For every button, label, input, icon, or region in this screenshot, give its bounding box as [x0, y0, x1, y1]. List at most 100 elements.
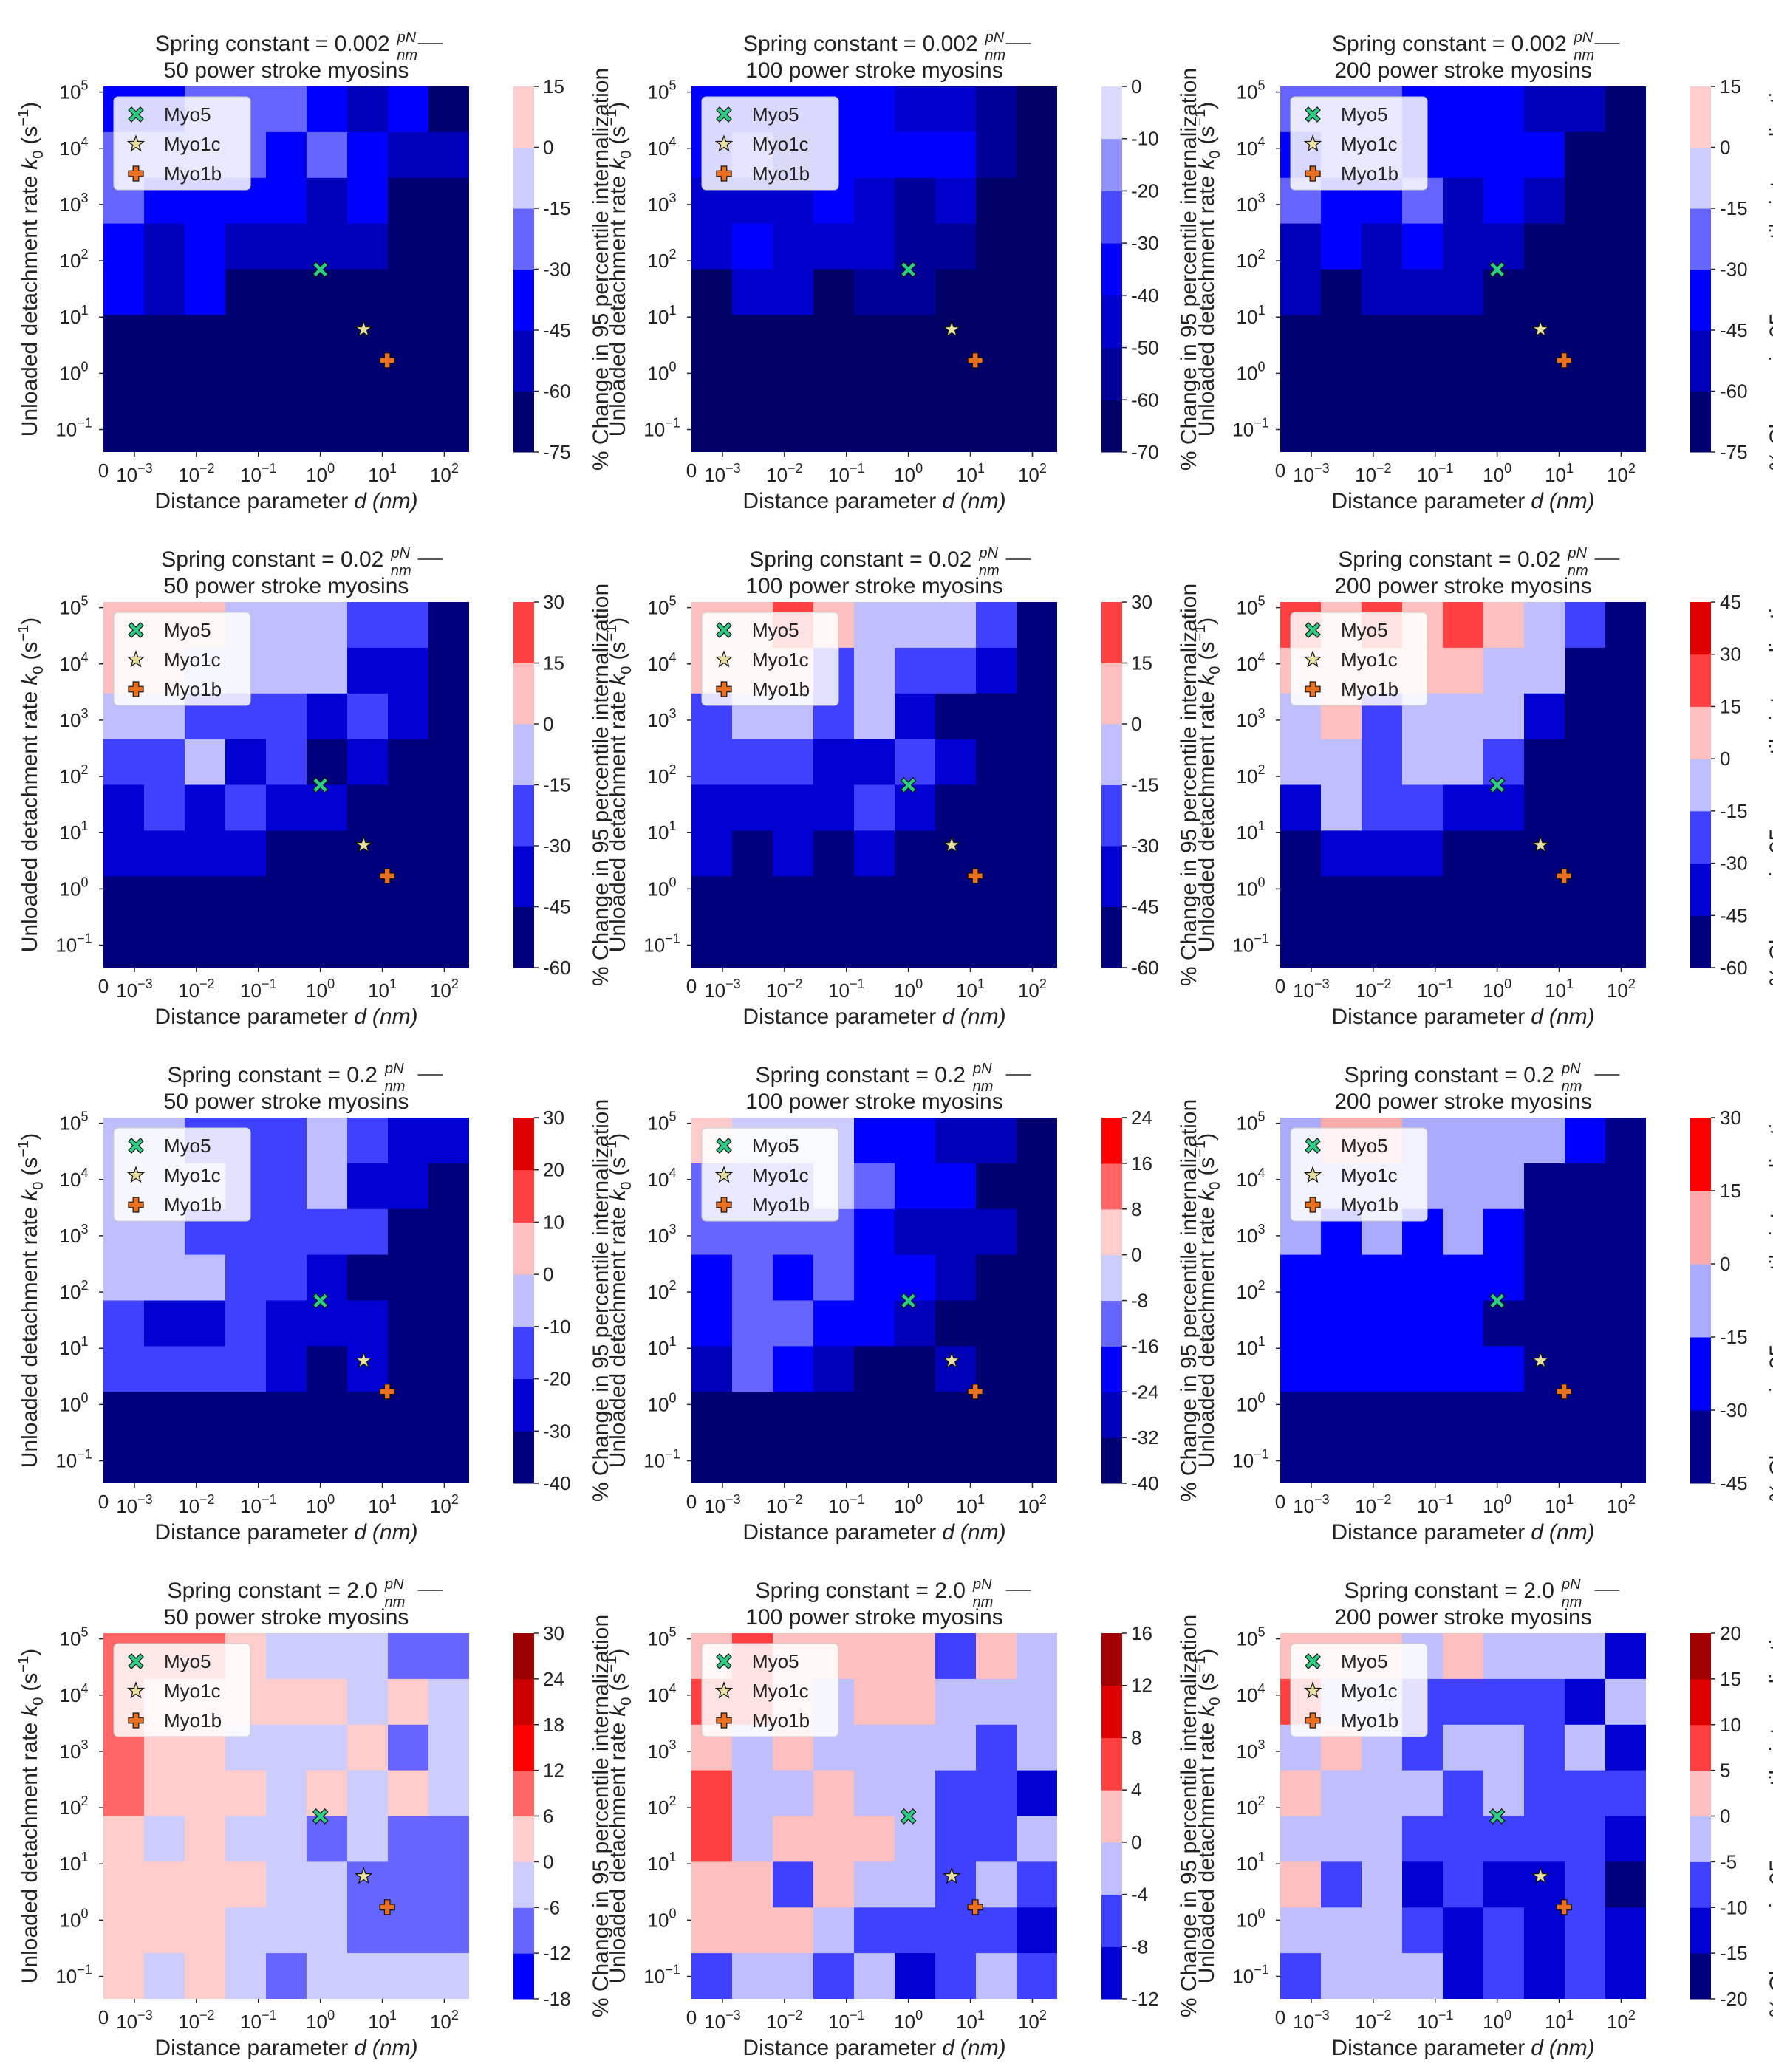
contour-band	[307, 1208, 348, 1256]
y-axis-subscript: 0	[1207, 1697, 1223, 1706]
contour-band	[935, 269, 977, 316]
colorbar-band	[1101, 846, 1122, 907]
marker-shape	[943, 1867, 961, 1884]
y-tick-exp: 5	[1257, 594, 1265, 609]
colorbar-tick-label: 15	[1131, 652, 1152, 674]
data-point-myo1c	[355, 835, 373, 853]
y-tick-exp: 4	[1257, 650, 1265, 665]
y-tick-base: 10	[60, 821, 81, 844]
x-tick-exp: −1	[262, 977, 277, 991]
x-axis-label: Distance parameter d (nm)	[1331, 1005, 1594, 1029]
x-tick-exp: 0	[1504, 1492, 1511, 1507]
colorbar-band	[1690, 1410, 1711, 1484]
contour-band	[225, 1300, 267, 1347]
x-tick-label: 0	[1275, 459, 1285, 482]
contour-band	[732, 223, 773, 270]
contour-band	[1524, 922, 1565, 968]
legend-label: Myo1c	[1341, 1680, 1398, 1702]
y-axis-subscript: 0	[1207, 1182, 1223, 1190]
colorbar-band	[1101, 1894, 1122, 1947]
y-tick-base: 10	[60, 878, 81, 900]
contour-field	[1280, 86, 1646, 452]
x-tick-exp: −3	[725, 1492, 741, 1507]
y-axis-subscript: 0	[30, 1182, 47, 1190]
contour-band	[895, 1118, 936, 1164]
legend-box	[701, 96, 839, 191]
title-units-num: pN	[1561, 1576, 1581, 1593]
contour-band	[307, 1907, 348, 1955]
x-tick-label: 102	[430, 1492, 459, 1517]
y-axis-unit: (s	[1195, 1673, 1219, 1692]
x-tick-exp: −2	[788, 1492, 803, 1507]
legend-marker-myo1b	[1305, 165, 1321, 182]
y-tick-exp: 3	[81, 191, 88, 205]
contour-band	[773, 876, 814, 923]
contour-band	[1565, 177, 1606, 225]
colorbar-tick-label: -8	[1131, 1290, 1148, 1312]
marker-shape	[716, 106, 732, 123]
title-units-num: pN	[1574, 30, 1593, 46]
contour-band	[1524, 1953, 1565, 1999]
y-tick-label: 102	[60, 247, 89, 272]
colorbar-band	[513, 147, 534, 209]
contour-band	[691, 1953, 733, 1999]
colorbar-band	[1101, 1437, 1122, 1484]
marker-shape	[1556, 1384, 1572, 1400]
contour-band	[813, 223, 855, 270]
contour-band	[1443, 315, 1484, 362]
x-tick-label: 10−3	[116, 977, 152, 1002]
y-tick-base: 10	[648, 821, 669, 844]
marker-shape	[716, 622, 732, 638]
contour-band	[1280, 1346, 1322, 1393]
colorbar-tick-label: -20	[1131, 179, 1159, 202]
contour-band	[1524, 223, 1565, 270]
contour-band	[1483, 360, 1525, 408]
contour-band	[813, 1346, 855, 1393]
contour-band	[773, 1770, 814, 1817]
y-tick-exp: 5	[81, 78, 88, 93]
contour-band	[976, 360, 1017, 408]
x-tick-base: 10	[1355, 979, 1376, 1002]
contour-band	[976, 1816, 1017, 1863]
colorbar-band	[513, 1633, 534, 1680]
y-tick-exp: −1	[1254, 1963, 1269, 1977]
contour-band	[1321, 1907, 1362, 1955]
x-tick-exp: 0	[1504, 461, 1511, 476]
x-tick-label: 10−1	[1417, 977, 1453, 1002]
contour-band	[1483, 1346, 1525, 1393]
x-tick-base: 10	[956, 1495, 977, 1517]
x-axis-symbol: d	[354, 489, 367, 513]
y-axis-label-text: Unloaded detachment rate	[606, 176, 630, 437]
x-tick-exp: 0	[327, 977, 335, 991]
y-axis-unit: (s	[1195, 126, 1219, 145]
y-tick-exp: 1	[81, 303, 88, 318]
title-units-den: nm	[397, 47, 417, 64]
y-axis-label: Unloaded detachment ratek0(s−1)	[1192, 102, 1223, 437]
contour-band	[1321, 1861, 1362, 1909]
colorbar-band	[1690, 1907, 1711, 1954]
x-axis-label: Distance parameter d (nm)	[154, 1520, 417, 1545]
x-tick-label: 0	[686, 2006, 697, 2028]
data-point-myo1b	[379, 1899, 395, 1915]
legend-box	[1290, 1643, 1428, 1737]
x-tick-label: 102	[430, 461, 459, 486]
y-tick-label: 105	[648, 78, 677, 103]
x-tick-base: 10	[704, 1495, 725, 1517]
y-axis-unit-sup: −1	[16, 1656, 32, 1673]
y-tick-label: 10−1	[55, 931, 92, 957]
title-prefix: Spring constant =	[756, 1063, 935, 1087]
legend-label: Myo1c	[164, 649, 221, 671]
x-tick-exp: 2	[1039, 1492, 1047, 1507]
contour-band	[1565, 602, 1606, 649]
contour-band	[307, 315, 348, 362]
contour-band	[1443, 1300, 1484, 1347]
contour-band	[1524, 1208, 1565, 1256]
y-tick-exp: −1	[665, 1447, 680, 1462]
colorbar-tick-label: 15	[1720, 1180, 1741, 1202]
contour-band	[1605, 1678, 1646, 1726]
x-tick-label: 102	[1018, 461, 1047, 486]
x-tick-exp: 2	[1628, 461, 1636, 476]
colorbar-band	[513, 208, 534, 270]
